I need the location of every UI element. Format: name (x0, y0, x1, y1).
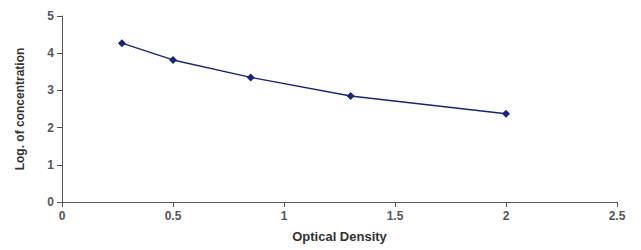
svg-text:0: 0 (47, 195, 54, 209)
svg-text:0.5: 0.5 (165, 209, 182, 223)
svg-text:2: 2 (47, 121, 54, 135)
svg-text:Log. of concentration: Log. of concentration (13, 48, 27, 171)
svg-text:3: 3 (47, 83, 54, 97)
svg-text:0: 0 (59, 209, 66, 223)
svg-text:5: 5 (47, 9, 54, 23)
svg-text:2: 2 (503, 209, 510, 223)
svg-text:1: 1 (47, 158, 54, 172)
svg-text:4: 4 (47, 46, 54, 60)
svg-text:1.5: 1.5 (387, 209, 404, 223)
svg-text:2.5: 2.5 (609, 209, 626, 223)
svg-text:Optical Density: Optical Density (292, 229, 387, 244)
svg-text:1: 1 (281, 209, 288, 223)
